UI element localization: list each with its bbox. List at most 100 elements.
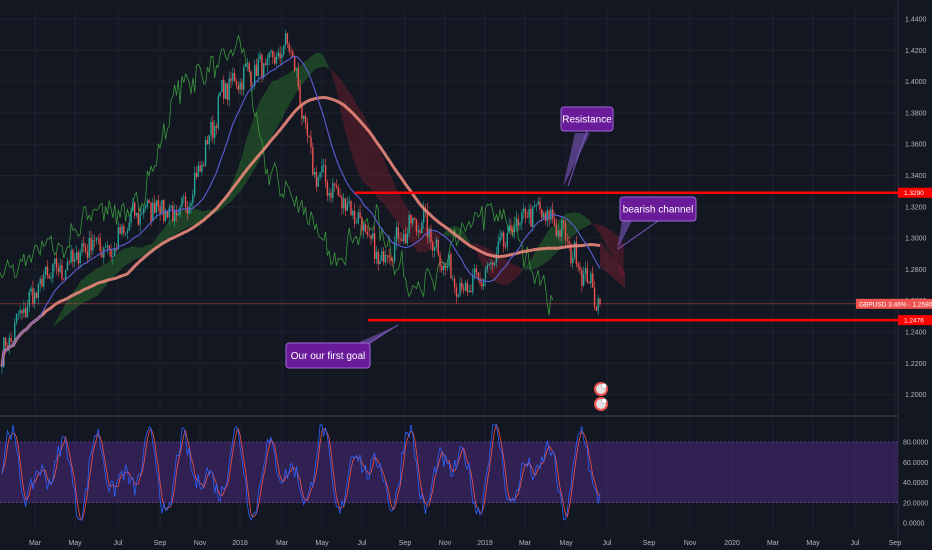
candle-body <box>455 287 458 297</box>
candle-body <box>1 366 3 368</box>
candle-body <box>495 253 498 263</box>
candle-body <box>219 92 221 97</box>
candle-body <box>364 224 367 232</box>
candle-body <box>584 268 587 274</box>
first-goal-callout-label: Our our first goal <box>291 351 365 362</box>
cloud-segment <box>392 180 395 219</box>
candle-body <box>343 198 345 209</box>
candle-body <box>26 306 29 317</box>
candle-body <box>193 172 196 195</box>
cloud-segment <box>240 156 242 192</box>
cloud-segment <box>534 249 537 269</box>
cloud-segment <box>187 209 190 228</box>
cloud-segment <box>472 243 475 248</box>
candle-body <box>502 232 505 247</box>
cloud-segment <box>100 265 102 293</box>
horizontal-levels[interactable] <box>0 191 898 322</box>
cloud-segment <box>612 231 615 261</box>
candle-body <box>470 290 472 292</box>
cloud-segment <box>400 195 402 230</box>
candle-body <box>79 251 81 264</box>
cloud-segment <box>67 297 70 316</box>
candle-body <box>461 282 463 290</box>
candle-body <box>513 226 516 232</box>
cloud-segment <box>136 247 139 259</box>
cloud-segment <box>418 221 421 253</box>
candle-body <box>504 246 507 248</box>
cloud-segment <box>283 74 286 116</box>
candle-body <box>332 183 334 198</box>
candle-body <box>468 290 470 293</box>
cloud-segment <box>338 76 341 108</box>
resistance-price-tag: 1.3290 <box>904 190 924 197</box>
candle-body <box>181 197 183 208</box>
cloud-segment <box>249 125 252 178</box>
time-tick-label: Sep <box>889 540 902 547</box>
resistance-callout-box[interactable] <box>560 106 614 132</box>
candle-body <box>484 269 487 279</box>
candle-body <box>266 58 269 66</box>
candle-body <box>535 204 538 206</box>
candle-body <box>119 227 121 234</box>
cloud-segment <box>241 149 244 190</box>
candle-body <box>473 268 476 276</box>
time-tick-label: May <box>559 540 573 547</box>
ichimoku-cloud <box>27 52 625 367</box>
candle-body <box>312 147 314 175</box>
candle-body <box>17 313 20 315</box>
cloud-segment <box>514 264 517 280</box>
stochastic-d-line <box>1 423 601 521</box>
cloud-segment <box>540 240 542 267</box>
cloud-segment <box>609 229 611 254</box>
cloud-segment <box>403 201 406 237</box>
cloud-segment <box>129 246 132 264</box>
candle-body <box>530 209 532 227</box>
candle-body <box>448 254 450 267</box>
candle-body <box>132 202 134 212</box>
callout-annotations[interactable]: Resistance bearish channel Our our first g… <box>285 106 697 369</box>
candle-body <box>546 210 548 221</box>
cloud-segment <box>181 209 184 231</box>
candle-body <box>144 205 147 209</box>
candle-body <box>168 207 170 218</box>
event-icons[interactable] <box>594 382 608 411</box>
candle-body <box>141 213 143 215</box>
candle-body <box>517 218 519 226</box>
candle-body <box>239 82 241 90</box>
candle-body <box>515 218 518 227</box>
price-tick-label: 1.3000 <box>905 236 927 243</box>
candle-body <box>130 211 132 223</box>
candle-body <box>370 235 372 239</box>
cloud-segment <box>607 228 610 251</box>
candle-body <box>133 202 136 216</box>
candle-body <box>368 234 370 236</box>
cloud-segment <box>114 254 117 276</box>
cloud-segment <box>171 216 173 238</box>
candle-body <box>246 63 249 64</box>
candle-body <box>173 210 176 222</box>
first-goal-callout-box[interactable] <box>285 342 371 369</box>
cloud-segment <box>552 224 555 257</box>
candle-body <box>444 266 447 268</box>
bearish-channel-callout-box[interactable] <box>619 196 697 222</box>
candle-body <box>575 242 578 264</box>
bearish-channel-callout-tail <box>617 221 632 250</box>
cloud-segment <box>343 84 346 133</box>
candle-body <box>488 264 490 266</box>
cloud-segment <box>312 53 315 72</box>
cloud-segment <box>370 130 373 192</box>
cloud-segment <box>614 233 617 264</box>
lagging-span-line <box>0 33 554 316</box>
candle-body <box>568 240 570 244</box>
candle-body <box>223 79 225 99</box>
cloud-segment <box>289 71 292 105</box>
candle-body <box>499 236 501 242</box>
candle-body <box>268 52 270 59</box>
candle-body <box>192 194 194 204</box>
candle-body <box>63 278 65 280</box>
candle-body <box>237 85 239 90</box>
candle-body <box>490 262 492 265</box>
candle-body <box>259 54 261 60</box>
candle-body <box>450 254 452 279</box>
